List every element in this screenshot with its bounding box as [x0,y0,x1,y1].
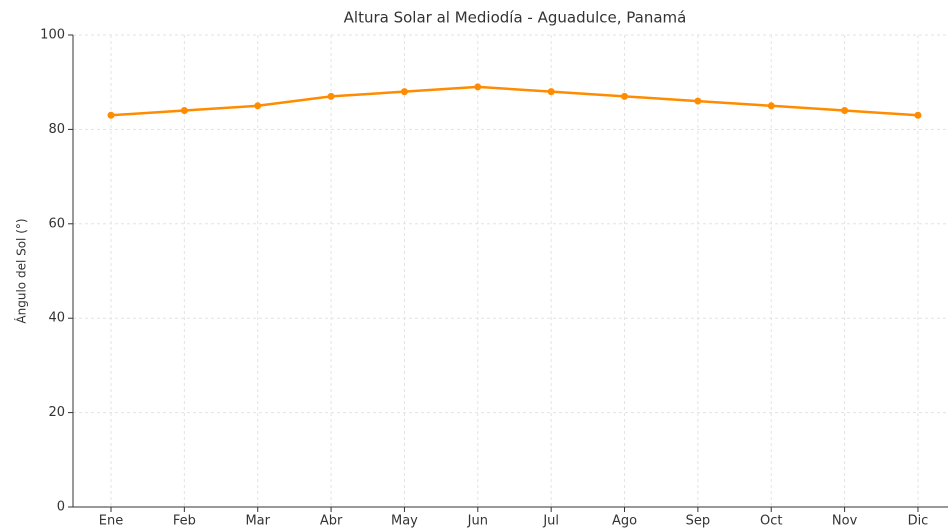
point [621,92,629,100]
point [400,88,408,96]
point [474,83,482,91]
x-tick-label: Ago [612,514,637,529]
point [254,102,262,110]
x-tick-label: Sep [686,514,711,529]
x-tick-label: Ene [99,514,123,529]
point [180,107,188,115]
point [767,102,775,110]
x-tick-label: Nov [832,514,858,529]
y-axis-label: Ángulo del Sol (°) [14,218,29,323]
x-tick-label: May [391,514,418,529]
y-tick-label: 60 [48,216,65,231]
point [547,88,555,96]
x-tick-label: Feb [173,514,196,529]
point [841,107,849,115]
x-tick-label: Dic [908,514,929,529]
point [694,97,702,105]
line [110,85,919,117]
point [327,92,335,100]
chart-title: Altura Solar al Mediodía - Aguadulce, Pa… [344,9,687,27]
x-tick-label: Jul [542,514,559,529]
y-tick-label: 80 [48,122,65,137]
point [107,111,115,119]
point [914,111,922,119]
x-tick-label: Mar [245,514,270,529]
x-tick-label: Abr [320,514,343,529]
y-tick-label: 0 [57,500,65,515]
y-tick-label: 40 [48,311,65,326]
x-tick-label: Oct [760,514,782,529]
y-tick-label: 100 [40,28,65,43]
x-tick-label: Jun [467,514,488,529]
y-tick-label: 20 [48,405,65,420]
